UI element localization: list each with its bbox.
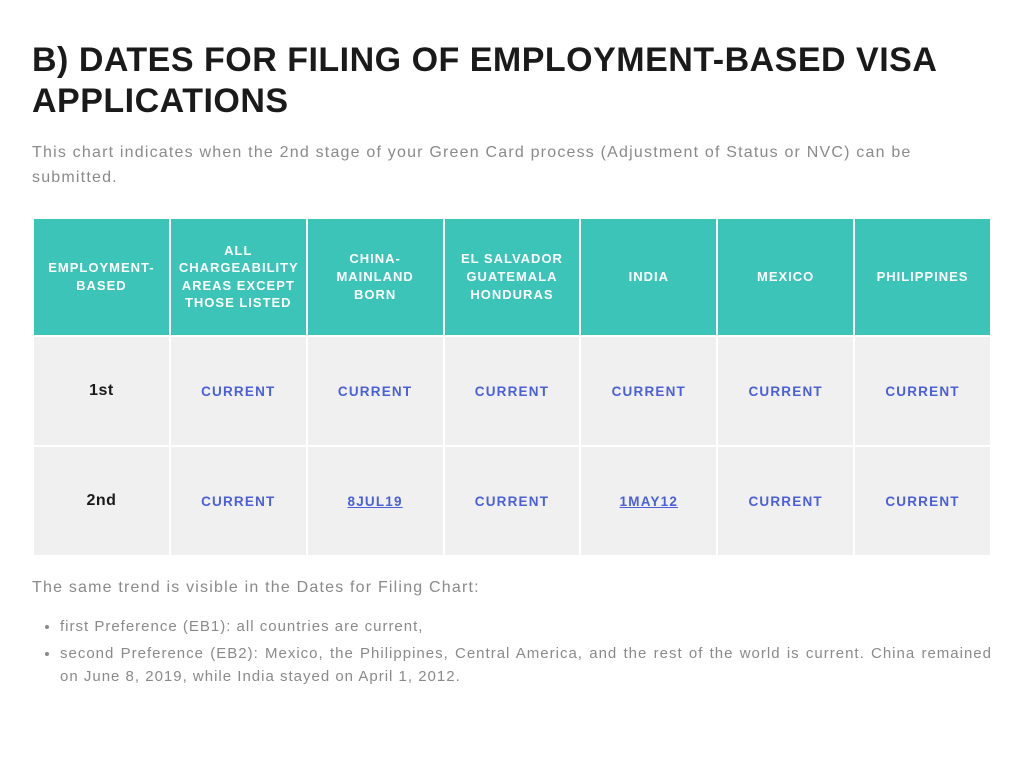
section-heading: B) DATES FOR FILING OF EMPLOYMENT-BASED … <box>32 40 992 122</box>
trend-bullet-list: first Preference (EB1): all countries ar… <box>32 615 992 689</box>
row-label: 1st <box>89 382 114 399</box>
visa-filing-table: Employment- based All Chargeability Area… <box>32 217 992 557</box>
row-label-cell: 1st <box>34 337 169 445</box>
list-item: first Preference (EB1): all countries ar… <box>60 615 992 638</box>
table-row: 2nd CURRENT 8JUL19 CURRENT 1MAY12 CURREN… <box>34 447 990 555</box>
visa-date-link[interactable]: CURRENT <box>201 384 275 399</box>
table-cell: CURRENT <box>445 447 580 555</box>
table-cell: CURRENT <box>718 337 853 445</box>
table-cell: CURRENT <box>855 337 990 445</box>
table-row: 1st CURRENT CURRENT CURRENT CURRENT CURR… <box>34 337 990 445</box>
table-header-row: Employment- based All Chargeability Area… <box>34 219 990 335</box>
col-header: CHINA-mainland born <box>308 219 443 335</box>
col-header: PHILIPPINES <box>855 219 990 335</box>
col-header: EL SALVADOR GUATEMALA HONDURAS <box>445 219 580 335</box>
table-cell: CURRENT <box>171 337 306 445</box>
trend-intro-text: The same trend is visible in the Dates f… <box>32 579 992 597</box>
row-label: 2nd <box>86 492 116 509</box>
visa-date-link[interactable]: CURRENT <box>475 494 549 509</box>
visa-date-link[interactable]: CURRENT <box>612 384 686 399</box>
row-label-cell: 2nd <box>34 447 169 555</box>
table-cell: CURRENT <box>855 447 990 555</box>
visa-date-link[interactable]: CURRENT <box>748 494 822 509</box>
visa-date-link[interactable]: CURRENT <box>338 384 412 399</box>
visa-date-link[interactable]: CURRENT <box>885 384 959 399</box>
section-subtitle: This chart indicates when the 2nd stage … <box>32 140 992 191</box>
table-cell: CURRENT <box>718 447 853 555</box>
table-cell: CURRENT <box>171 447 306 555</box>
col-header: Employment- based <box>34 219 169 335</box>
col-header: MEXICO <box>718 219 853 335</box>
table-cell: 8JUL19 <box>308 447 443 555</box>
table-cell: CURRENT <box>308 337 443 445</box>
col-header: INDIA <box>581 219 716 335</box>
table-cell: CURRENT <box>581 337 716 445</box>
visa-date-link[interactable]: 8JUL19 <box>347 494 402 509</box>
visa-date-link[interactable]: 1MAY12 <box>620 494 678 509</box>
visa-date-link[interactable]: CURRENT <box>748 384 822 399</box>
visa-date-link[interactable]: CURRENT <box>475 384 549 399</box>
table-cell: CURRENT <box>445 337 580 445</box>
visa-date-link[interactable]: CURRENT <box>201 494 275 509</box>
col-header: All Chargeability Areas Except Those Lis… <box>171 219 306 335</box>
visa-date-link[interactable]: CURRENT <box>885 494 959 509</box>
list-item: second Preference (EB2): Mexico, the Phi… <box>60 642 992 689</box>
table-cell: 1MAY12 <box>581 447 716 555</box>
